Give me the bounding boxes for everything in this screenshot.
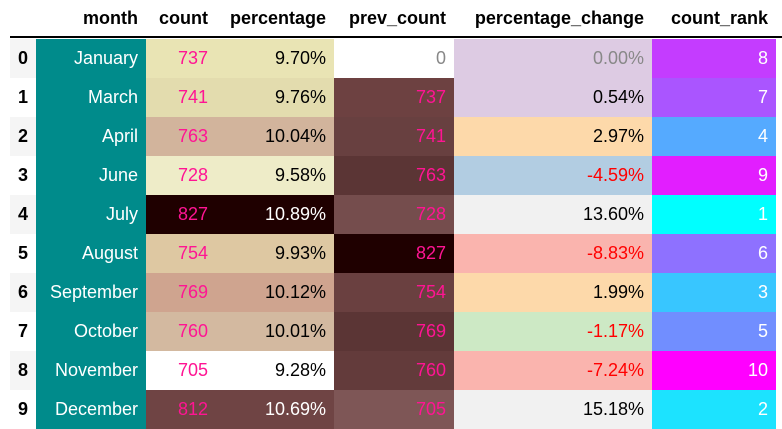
- cell-prev-count: 737: [334, 78, 454, 117]
- header-rule: [10, 36, 782, 38]
- cell-count-rank: 6: [652, 234, 776, 273]
- cell-percentage-change: -4.59%: [454, 156, 652, 195]
- cell-percentage-change: 1.99%: [454, 273, 652, 312]
- cell-month: October: [36, 312, 146, 351]
- row-index: 6: [10, 273, 36, 312]
- cell-month: August: [36, 234, 146, 273]
- column-header-month: month: [83, 8, 138, 28]
- cell-percentage-change: 0.00%: [454, 39, 652, 78]
- cell-percentage: 10.12%: [216, 273, 334, 312]
- cell-prev-count: 754: [334, 273, 454, 312]
- cell-prev-count: 705: [334, 390, 454, 429]
- column-header-percentage: percentage: [229, 8, 326, 28]
- cell-percentage-change: 0.54%: [454, 78, 652, 117]
- cell-count: 769: [146, 273, 216, 312]
- cell-prev-count: 741: [334, 117, 454, 156]
- cell-month: September: [36, 273, 146, 312]
- cell-prev-count: 760: [334, 351, 454, 390]
- cell-count: 763: [146, 117, 216, 156]
- row-index: 9: [10, 390, 36, 429]
- cell-count: 760: [146, 312, 216, 351]
- cell-percentage-change: 15.18%: [454, 390, 652, 429]
- cell-percentage: 9.28%: [216, 351, 334, 390]
- row-index: 1: [10, 78, 36, 117]
- row-index: 5: [10, 234, 36, 273]
- cell-count: 741: [146, 78, 216, 117]
- row-index: 4: [10, 195, 36, 234]
- cell-count-rank: 1: [652, 195, 776, 234]
- cell-prev-count: 763: [334, 156, 454, 195]
- cell-month: July: [36, 195, 146, 234]
- row-index: 2: [10, 117, 36, 156]
- column-header-count: count: [159, 8, 208, 28]
- cell-percentage-change: -7.24%: [454, 351, 652, 390]
- cell-count: 705: [146, 351, 216, 390]
- cell-count: 754: [146, 234, 216, 273]
- column-header-percentage-change: percentage_change: [474, 8, 644, 28]
- row-index: 0: [10, 39, 36, 78]
- cell-count-rank: 4: [652, 117, 776, 156]
- cell-percentage-change: 13.60%: [454, 195, 652, 234]
- row-index: 8: [10, 351, 36, 390]
- cell-count-rank: 5: [652, 312, 776, 351]
- cell-percentage: 9.93%: [216, 234, 334, 273]
- cell-percentage: 10.04%: [216, 117, 334, 156]
- cell-percentage-change: 2.97%: [454, 117, 652, 156]
- cell-month: April: [36, 117, 146, 156]
- cell-count: 737: [146, 39, 216, 78]
- row-index: 3: [10, 156, 36, 195]
- cell-prev-count: 0: [334, 39, 454, 78]
- cell-month: June: [36, 156, 146, 195]
- cell-percentage-change: -8.83%: [454, 234, 652, 273]
- cell-count: 827: [146, 195, 216, 234]
- cell-count: 728: [146, 156, 216, 195]
- cell-percentage: 9.76%: [216, 78, 334, 117]
- cell-month: January: [36, 39, 146, 78]
- cell-count-rank: 2: [652, 390, 776, 429]
- cell-prev-count: 728: [334, 195, 454, 234]
- cell-month: December: [36, 390, 146, 429]
- cell-count-rank: 10: [652, 351, 776, 390]
- cell-month: March: [36, 78, 146, 117]
- cell-percentage: 9.58%: [216, 156, 334, 195]
- cell-count-rank: 9: [652, 156, 776, 195]
- row-index: 7: [10, 312, 36, 351]
- cell-prev-count: 827: [334, 234, 454, 273]
- column-header-count-rank: count_rank: [670, 8, 768, 28]
- cell-count: 812: [146, 390, 216, 429]
- cell-percentage: 10.01%: [216, 312, 334, 351]
- cell-count-rank: 3: [652, 273, 776, 312]
- cell-prev-count: 769: [334, 312, 454, 351]
- cell-percentage: 10.69%: [216, 390, 334, 429]
- cell-count-rank: 8: [652, 39, 776, 78]
- cell-month: November: [36, 351, 146, 390]
- cell-count-rank: 7: [652, 78, 776, 117]
- column-header-prev-count: prev_count: [348, 8, 446, 28]
- cell-percentage: 9.70%: [216, 39, 334, 78]
- cell-percentage-change: -1.17%: [454, 312, 652, 351]
- cell-percentage: 10.89%: [216, 195, 334, 234]
